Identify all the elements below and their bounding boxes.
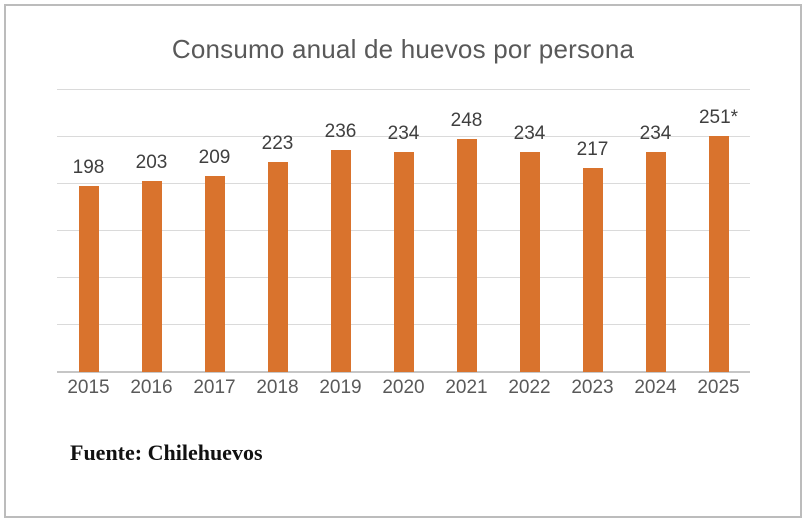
x-tick-label-2016: 2016 xyxy=(130,377,173,398)
bar-2024 xyxy=(645,152,666,372)
value-label-2021: 248 xyxy=(450,109,483,131)
source-caption: Fuente: Chilehuevos xyxy=(70,440,263,465)
x-tick-label-2020: 2020 xyxy=(382,377,425,398)
value-label-2017: 209 xyxy=(198,146,231,168)
x-axis-line xyxy=(57,371,750,373)
value-label-2019: 236 xyxy=(324,121,357,143)
bar-2015 xyxy=(78,185,99,372)
x-tick-label-2019: 2019 xyxy=(319,377,362,398)
value-label-2018: 223 xyxy=(261,133,294,155)
value-label-2022: 234 xyxy=(513,123,546,145)
bar-2022 xyxy=(519,152,540,372)
bar-2023 xyxy=(582,168,603,372)
chart-title: Consumo anual de huevos por persona xyxy=(171,34,635,64)
x-tick-label-2025: 2025 xyxy=(697,377,740,398)
bar-2019 xyxy=(330,150,351,372)
x-tick-label-2023: 2023 xyxy=(571,377,614,398)
x-tick-label-2018: 2018 xyxy=(256,377,299,398)
bar-2025 xyxy=(708,136,729,372)
x-axis-labels: 2015 2016 2017 2018 2019 2020 2021 2022 2023 2024… xyxy=(57,377,750,401)
bar-2018 xyxy=(267,162,288,372)
value-label-2023: 217 xyxy=(576,139,609,161)
bar-2016 xyxy=(141,181,162,372)
x-tick-label-2017: 2017 xyxy=(193,377,236,398)
value-label-2016: 203 xyxy=(135,152,168,174)
bar-2017 xyxy=(204,175,225,372)
value-label-2025: 251* xyxy=(698,107,739,129)
bar-2020 xyxy=(393,152,414,372)
gridline-300 xyxy=(57,89,750,90)
value-label-2020: 234 xyxy=(387,123,420,145)
gridline-250 xyxy=(57,136,750,137)
x-tick-label-2022: 2022 xyxy=(508,377,551,398)
x-tick-label-2021: 2021 xyxy=(445,377,488,398)
plot-area: 198 203 209 223 236 234 248 234 217 234 251* xyxy=(57,89,750,373)
value-label-2015: 198 xyxy=(72,156,105,178)
x-tick-label-2015: 2015 xyxy=(67,377,110,398)
bar-2021 xyxy=(456,138,477,372)
x-tick-label-2024: 2024 xyxy=(634,377,677,398)
value-label-2024: 234 xyxy=(639,123,672,145)
